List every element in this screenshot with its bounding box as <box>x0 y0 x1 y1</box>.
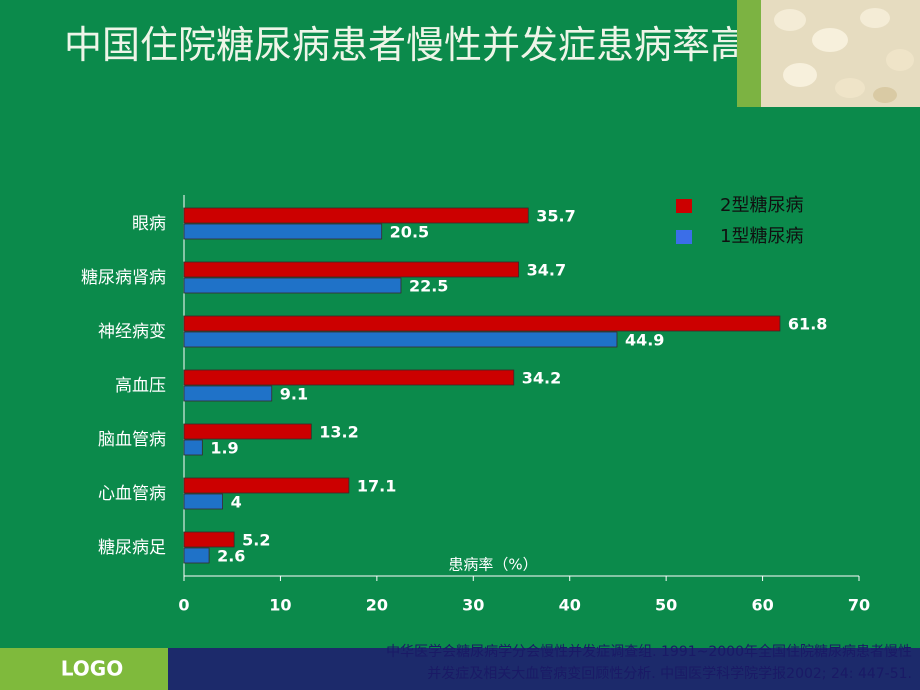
category-label: 眼病 <box>132 214 166 234</box>
bar <box>183 277 402 294</box>
reference: 并发症及相关大血管病变回顾性分析. 中国医学科学院学报2002; 24: 447… <box>427 666 912 682</box>
category-label: 糖尿病肾病 <box>81 268 166 288</box>
value-label: 5.2 <box>242 531 270 550</box>
x-tick-label: 30 <box>462 596 484 615</box>
bar <box>183 331 618 348</box>
photo <box>761 0 920 107</box>
category-label: 糖尿病足 <box>98 538 166 558</box>
logo-block <box>0 648 168 690</box>
legend-label: 1型糖尿病 <box>720 226 803 247</box>
category-label: 心血管病 <box>98 484 166 504</box>
x-tick-label: 0 <box>178 596 189 615</box>
bar <box>183 423 312 440</box>
value-label: 34.2 <box>522 369 561 388</box>
bar <box>183 547 210 564</box>
legend-swatch <box>676 230 692 244</box>
x-tick-label: 40 <box>559 596 581 615</box>
legend-swatch <box>676 199 692 213</box>
category-label: 神经病变 <box>98 322 166 342</box>
logo: LOGO <box>61 657 123 681</box>
bar <box>183 493 223 510</box>
x-tick-label: 60 <box>751 596 773 615</box>
bar <box>183 439 203 456</box>
bar <box>183 207 529 224</box>
bar <box>183 223 383 240</box>
value-label: 20.5 <box>390 223 429 242</box>
x-tick-label: 50 <box>655 596 677 615</box>
x-axis-label: 患病率（%） <box>448 556 537 574</box>
bar <box>183 531 235 548</box>
value-label: 2.6 <box>217 547 245 566</box>
x-tick-label: 10 <box>269 596 291 615</box>
value-label: 34.7 <box>527 261 566 280</box>
value-label: 9.1 <box>280 385 308 404</box>
bar <box>183 477 350 494</box>
value-label: 61.8 <box>788 315 827 334</box>
value-label: 13.2 <box>319 423 358 442</box>
category-label: 脑血管病 <box>98 430 166 450</box>
value-label: 4 <box>231 493 242 512</box>
bar <box>183 385 273 402</box>
bar <box>183 261 520 278</box>
value-label: 22.5 <box>409 277 448 296</box>
reference: 中华医学会糖尿病学分会慢性并发症调查组. 1991~2000年全国住院糖尿病患者… <box>386 643 912 660</box>
value-label: 1.9 <box>210 439 238 458</box>
category-label: 高血压 <box>115 376 166 396</box>
value-label: 44.9 <box>625 331 664 350</box>
x-tick-label: 70 <box>848 596 870 615</box>
slide-title: 中国住院糖尿病患者慢性并发症患病率高 <box>64 23 749 67</box>
image-strip <box>737 0 761 107</box>
value-label: 17.1 <box>357 477 396 496</box>
legend-label: 2型糖尿病 <box>720 195 803 216</box>
footer-bar <box>168 648 920 690</box>
bar <box>183 315 781 332</box>
x-tick-label: 20 <box>366 596 388 615</box>
bar <box>183 369 515 386</box>
value-label: 35.7 <box>536 207 575 226</box>
